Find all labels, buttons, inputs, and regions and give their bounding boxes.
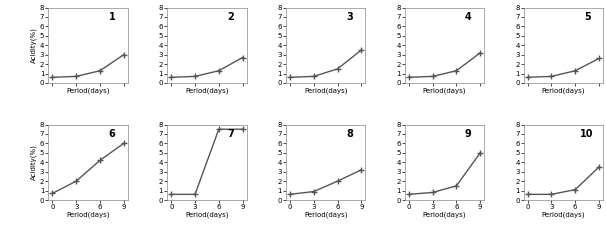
Text: 9: 9 <box>465 128 471 138</box>
X-axis label: Period(days): Period(days) <box>66 87 110 94</box>
X-axis label: Period(days): Period(days) <box>542 212 585 218</box>
Text: 1: 1 <box>108 12 115 22</box>
X-axis label: Period(days): Period(days) <box>185 212 228 218</box>
Text: 6: 6 <box>108 128 115 138</box>
X-axis label: Period(days): Period(days) <box>304 212 347 218</box>
X-axis label: Period(days): Period(days) <box>542 87 585 94</box>
Text: 5: 5 <box>584 12 590 22</box>
Text: 10: 10 <box>581 128 594 138</box>
Text: 7: 7 <box>227 128 234 138</box>
X-axis label: Period(days): Period(days) <box>423 87 466 94</box>
X-axis label: Period(days): Period(days) <box>423 212 466 218</box>
Text: 3: 3 <box>346 12 353 22</box>
Text: 4: 4 <box>465 12 471 22</box>
X-axis label: Period(days): Period(days) <box>185 87 228 94</box>
X-axis label: Period(days): Period(days) <box>304 87 347 94</box>
Text: 2: 2 <box>227 12 234 22</box>
X-axis label: Period(days): Period(days) <box>66 212 110 218</box>
Text: 8: 8 <box>346 128 353 138</box>
Y-axis label: Acidity(%): Acidity(%) <box>30 27 37 63</box>
Y-axis label: Acidity(%): Acidity(%) <box>30 144 37 180</box>
